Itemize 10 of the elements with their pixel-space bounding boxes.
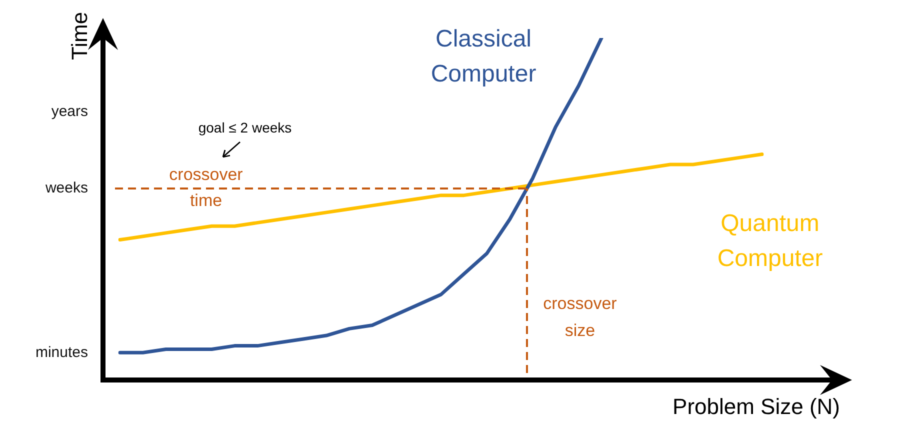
ref-line-label: crossover time (169, 165, 244, 210)
x-axis-title: Problem Size (N) (672, 394, 840, 420)
text: weeks (44, 180, 88, 197)
text: minutes (35, 344, 88, 361)
series-label: Classical Computer (430, 26, 536, 88)
y-axis-title: Time (67, 12, 92, 60)
text: years (51, 102, 88, 120)
text: Quantum Computer (717, 210, 823, 272)
annotation: crossover size (543, 294, 618, 340)
annotation: goal ≤ 2 weeks (198, 119, 292, 136)
